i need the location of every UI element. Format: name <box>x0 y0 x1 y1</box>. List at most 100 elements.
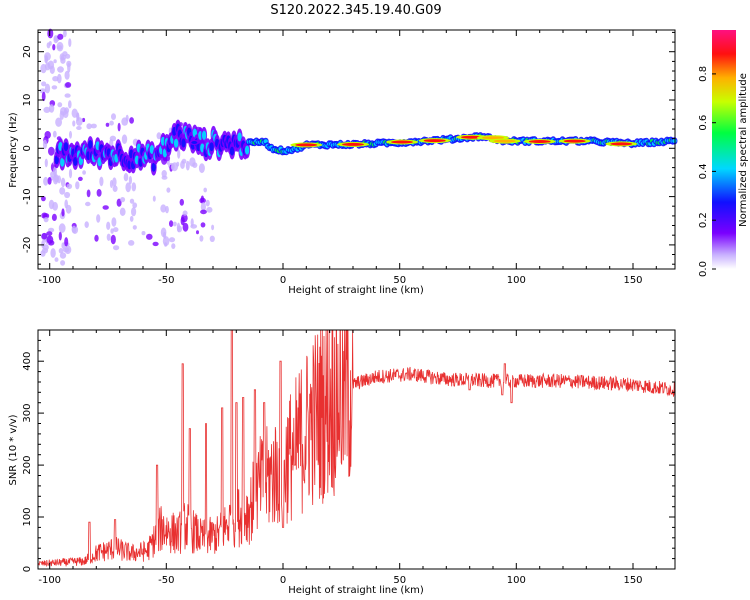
spectral-peak <box>423 139 446 143</box>
spectral-blob <box>57 102 63 108</box>
spectral-blob <box>65 82 72 88</box>
spectral-blob <box>41 81 47 87</box>
spectral-blob <box>123 173 129 182</box>
spectral-blob <box>132 225 137 230</box>
spectral-blob <box>54 257 59 262</box>
spectral-blob <box>57 66 64 73</box>
spectral-blob <box>44 55 48 64</box>
spectral-blob <box>110 228 114 234</box>
spectral-blob <box>60 260 66 266</box>
spectral-blob <box>113 245 120 251</box>
x-tick-label: -100 <box>38 275 61 286</box>
colorbar-ticks: 0.0 0.2 0.4 0.6 0.8 <box>698 66 716 277</box>
colorbar-gradient <box>712 30 736 269</box>
spectral-blob <box>53 59 57 64</box>
snr-panel: -100 -50 0 50 100 150 0 100 200 300 400 Height of … <box>8 329 676 596</box>
spectral-blob <box>181 158 187 164</box>
spectral-blob <box>48 41 52 46</box>
spectral-blob <box>46 235 54 244</box>
spectral-blob <box>128 240 135 246</box>
spectral-blob <box>68 100 72 109</box>
spectral-blob <box>173 138 179 148</box>
spectral-blob <box>44 158 48 168</box>
x-tick-label: 100 <box>507 575 526 586</box>
spectral-blob <box>82 117 86 123</box>
spectral-blob <box>73 157 78 166</box>
spectral-blob <box>94 234 99 242</box>
spectral-blob <box>64 191 71 199</box>
spectral-blob <box>206 206 213 213</box>
spectral-blob <box>53 35 59 44</box>
spectral-blob <box>109 135 117 142</box>
spectral-blob <box>172 221 177 227</box>
spectral-blob <box>120 197 126 203</box>
spectral-blob <box>55 117 62 127</box>
y-tick-label: 200 <box>22 456 33 475</box>
spectral-blob <box>68 38 72 47</box>
spectral-blob <box>182 210 188 216</box>
spectrogram-y-label: Frequency (Hz) <box>8 112 19 188</box>
spectral-peak <box>342 142 364 146</box>
spectral-blob <box>99 176 104 187</box>
spectral-blob <box>75 117 83 126</box>
spectral-blob <box>76 126 82 130</box>
x-tick-label: -50 <box>158 575 174 586</box>
figure-title: S120.2022.345.19.40.G09 <box>270 3 441 18</box>
spectral-blob <box>152 241 159 247</box>
spectral-blob <box>68 168 73 179</box>
snr-y-label: SNR (10 * v/v) <box>8 414 19 485</box>
spectral-blob <box>39 88 47 94</box>
y-tick-label: 20 <box>22 45 33 58</box>
spectral-blob <box>42 139 48 149</box>
spectral-blob <box>106 221 111 230</box>
spectral-blob <box>181 138 186 148</box>
spectral-blob <box>42 244 49 251</box>
spectrogram-frame <box>37 29 676 270</box>
spectral-blob <box>64 93 71 98</box>
spectral-blob <box>198 163 205 174</box>
spectral-blob <box>211 224 215 231</box>
spectral-blob <box>88 140 93 149</box>
spectral-blob <box>41 232 48 240</box>
spectral-blob <box>82 170 86 175</box>
spectral-blob <box>229 146 235 156</box>
spectral-blob <box>161 170 167 178</box>
spectral-blob <box>164 242 168 247</box>
spectral-blob <box>40 250 46 257</box>
spectral-peak <box>528 140 551 143</box>
spectral-blob <box>190 218 194 227</box>
spectral-blob <box>61 208 65 217</box>
spectral-blob <box>52 130 57 138</box>
spectral-blob <box>57 33 64 40</box>
spectral-blob <box>69 130 72 139</box>
colorbar-tick-label: 0.2 <box>698 212 709 228</box>
y-tick-label: 0 <box>22 145 33 151</box>
spectral-blob <box>263 139 268 144</box>
spectral-blob <box>62 110 69 118</box>
spectral-blob <box>177 225 182 233</box>
x-tick-label: -100 <box>38 575 61 586</box>
spectral-blob <box>109 120 114 126</box>
spectral-blob <box>63 29 67 38</box>
colorbar-tick-label: 0.8 <box>698 66 709 82</box>
spectral-blob <box>160 204 167 213</box>
snr-series-line <box>37 329 676 568</box>
spectral-blob <box>85 201 91 207</box>
spectral-blob <box>168 237 176 243</box>
spectral-blob <box>141 231 146 236</box>
spectral-blob <box>75 181 80 190</box>
spectral-blob <box>110 234 116 245</box>
x-tick-label: -50 <box>158 275 174 286</box>
spectral-blob <box>119 207 126 216</box>
spectral-blob <box>41 91 46 102</box>
spectral-blob <box>51 85 58 90</box>
x-tick-label: 100 <box>507 275 526 286</box>
spectral-blob <box>106 233 111 241</box>
spectral-peak <box>391 140 413 144</box>
spectral-peak <box>610 142 633 146</box>
spectral-blob <box>161 175 168 180</box>
colorbar-label: Normalized spectral amplitude <box>738 73 749 227</box>
spectral-peak <box>493 139 516 143</box>
